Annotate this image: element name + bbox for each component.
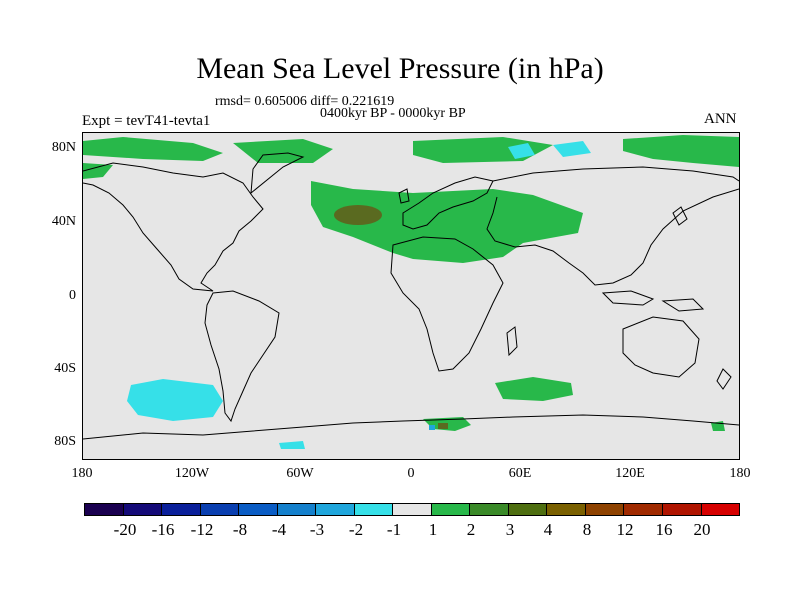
experiment-label: Expt = tevT41-tevta1 [82, 113, 211, 129]
season-label: ANN [704, 111, 737, 127]
coast-australia [622, 316, 700, 378]
anomaly-southern-indian-positive [495, 377, 573, 401]
colorbar-swatch-15 [662, 504, 702, 515]
coast-madagascar [506, 326, 518, 357]
anomaly-arctic-negative-1 [508, 143, 535, 159]
colorbar-swatch-3 [200, 504, 240, 515]
anomaly-antarctic-negative-small [429, 425, 435, 430]
colorbar-swatch-7 [354, 504, 394, 515]
lat-tick-0: 0 [69, 288, 76, 303]
colorbar-label-neg4: -4 [271, 520, 287, 539]
coast-africa [390, 236, 504, 372]
coast-new-zealand [716, 368, 732, 390]
colorbar-swatch-2 [162, 504, 201, 515]
lon-tick-60w: 60W [286, 466, 314, 481]
colorbar-label-neg3: -3 [309, 520, 325, 539]
colorbar-label-4: 4 [543, 520, 553, 539]
colorbar-label-16: 16 [655, 520, 673, 539]
lon-tick-120w: 120W [174, 466, 210, 481]
lat-tick-80s: 80S [54, 434, 76, 449]
colorbar-label-2: 2 [466, 520, 476, 539]
colorbar-label-8: 8 [582, 520, 592, 539]
lon-tick-60e: 60E [508, 466, 532, 481]
lat-tick-80n: 80N [51, 140, 76, 155]
time-period-label: 0400kyr BP - 0000kyr BP [320, 106, 466, 121]
coast-greenland [250, 152, 305, 195]
coast-antarctica [83, 414, 739, 440]
colorbar-swatch-4 [239, 504, 278, 515]
anomaly-siberia-positive [623, 135, 739, 167]
colorbar-swatch-9 [431, 504, 471, 515]
anomaly-arctic-west-positive [83, 137, 223, 161]
anomaly-alaska-positive [83, 163, 113, 179]
colorbar-swatch-0 [85, 504, 124, 515]
colorbar-label-12: 12 [616, 520, 634, 539]
colorbar-swatch-14 [624, 504, 663, 515]
rmsd-diff-stats: rmsd= 0.605006 diff= 0.221619 [215, 94, 395, 109]
colorbar-label-neg8: -8 [232, 520, 248, 539]
colorbar-label-neg12: -12 [190, 520, 214, 539]
lon-tick-180e: 180 [729, 466, 751, 481]
lon-tick-180w: 180 [71, 466, 93, 481]
anomaly-arctic-negative-2 [553, 141, 591, 157]
colorbar-label-neg20: -20 [113, 520, 137, 539]
colorbar-swatch-10 [470, 504, 509, 515]
coast-british-isles [398, 188, 410, 204]
colorbar-label-neg2: -2 [348, 520, 364, 539]
coast-japan [672, 206, 688, 226]
colorbar-swatch-6 [316, 504, 355, 515]
colorbar-label-1: 1 [428, 520, 438, 539]
anomaly-north-atlantic-3to4 [334, 205, 382, 225]
colorbar-label-neg16: -16 [151, 520, 175, 539]
colorbar-swatch-13 [585, 504, 625, 515]
colorbar-swatch-5 [277, 504, 317, 515]
anomaly-arctic-greenland-positive [233, 139, 333, 163]
map-svg [83, 133, 739, 459]
colorbar [84, 503, 740, 516]
anomaly-antarctic-negative [279, 441, 305, 449]
colorbar-swatch-16 [701, 504, 740, 515]
colorbar-swatch-11 [508, 504, 548, 515]
lon-tick-0: 0 [407, 466, 415, 481]
lon-tick-120e: 120E [615, 466, 645, 481]
coastlines [83, 152, 739, 440]
map-panel [82, 132, 740, 460]
anomaly-south-pacific-negative [127, 379, 223, 421]
anomaly-eurasia-positive [311, 181, 583, 263]
colorbar-label-neg1: -1 [386, 520, 402, 539]
coast-indonesia [601, 290, 655, 306]
colorbar-label-20: 20 [693, 520, 711, 539]
coast-new-guinea [661, 298, 705, 312]
coast-asia [486, 166, 739, 286]
colorbar-swatch-8 [393, 504, 432, 515]
anomaly-antarctic-3to4 [438, 423, 448, 429]
coast-north-america [83, 162, 264, 292]
lat-tick-40s: 40S [54, 361, 76, 376]
colorbar-swatch-12 [547, 504, 586, 515]
coast-south-america [204, 290, 280, 423]
anomaly-contours [83, 135, 739, 449]
chart-title: Mean Sea Level Pressure (in hPa) [196, 52, 604, 85]
lat-tick-40n: 40N [51, 214, 76, 229]
colorbar-label-3: 3 [505, 520, 515, 539]
colorbar-swatch-1 [123, 504, 163, 515]
coast-europe [402, 176, 494, 230]
